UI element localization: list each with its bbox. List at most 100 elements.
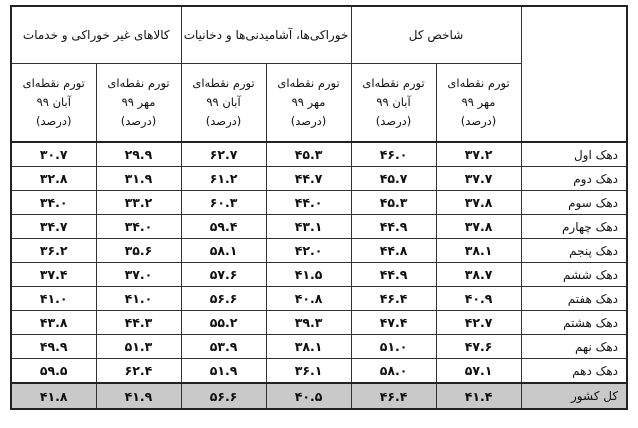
food-mehr-cell: ۳۸.۱ xyxy=(265,334,352,359)
table-row: دهک چهارم ۳۷.۸ ۴۴.۹ ۴۳.۱ ۵۹.۴ ۳۴.۰ ۳۴.۷ xyxy=(10,214,628,239)
nonfood-mehr-cell: ۳۴.۰ xyxy=(95,214,182,239)
nonfood-mehr-cell: ۶۲.۴ xyxy=(95,358,182,384)
decile-label: دهک هشتم xyxy=(520,310,628,335)
nonfood-mehr-cell: ۵۱.۳ xyxy=(95,334,182,359)
table-row: دهک سوم ۳۷.۸ ۴۵.۳ ۴۴.۰ ۶۰.۳ ۳۳.۲ ۳۴.۰ xyxy=(10,190,628,215)
total-mehr-cell: ۴۰.۹ xyxy=(435,286,522,311)
food-mehr-cell: ۴۲.۰ xyxy=(265,238,352,263)
food-mehr-cell: ۳۶.۱ xyxy=(265,358,352,384)
nonfood-mehr-cell: ۳۷.۰ xyxy=(95,262,182,287)
food-aban-cell: ۵۶.۶ xyxy=(180,286,267,311)
total-aban-cell: ۴۵.۷ xyxy=(350,166,437,191)
food-mehr-cell: ۳۹.۳ xyxy=(265,310,352,335)
food-mehr-cell: ۴۴.۷ xyxy=(265,166,352,191)
inflation-table-container: شاخص کل خوراکی‌ها، آشامیدنی‌ها و دخانیات… xyxy=(10,5,629,410)
nonfood-aban-cell: ۳۷.۴ xyxy=(10,262,97,287)
food-aban-cell: ۶۲.۷ xyxy=(180,141,267,167)
header-food: خوراکی‌ها، آشامیدنی‌ها و دخانیات xyxy=(180,5,352,64)
nonfood-mehr-cell: ۴۴.۳ xyxy=(95,310,182,335)
subheader-nonfood-mehr: تورم نقطه‌ای مهر ۹۹ (درصد) xyxy=(95,63,182,143)
subheader-line: (درصد) xyxy=(375,114,412,128)
nonfood-aban-cell: ۳۴.۷ xyxy=(10,214,97,239)
decile-label: دهک دهم xyxy=(520,358,628,384)
total-aban-cell: ۴۶.۰ xyxy=(350,141,437,167)
total-mehr-cell: ۳۸.۷ xyxy=(435,262,522,287)
subheader-line: تورم نقطه‌ای xyxy=(107,76,170,90)
inflation-table: شاخص کل خوراکی‌ها، آشامیدنی‌ها و دخانیات… xyxy=(10,5,629,410)
food-aban-cell: ۵۳.۹ xyxy=(180,334,267,359)
nonfood-mehr-cell: ۴۱.۰ xyxy=(95,286,182,311)
total-aban-cell: ۵۸.۰ xyxy=(350,358,437,384)
food-mehr-cell: ۴۰.۵ xyxy=(265,382,352,410)
subheader-line: (درصد) xyxy=(36,114,72,128)
food-aban-cell: ۵۶.۶ xyxy=(180,382,267,410)
nonfood-aban-cell: ۳۲.۸ xyxy=(10,166,97,191)
total-mehr-cell: ۳۸.۱ xyxy=(435,238,522,263)
nonfood-mehr-cell: ۳۳.۲ xyxy=(95,190,182,215)
total-mehr-cell: ۵۷.۱ xyxy=(435,358,522,384)
nonfood-aban-cell: ۳۴.۰ xyxy=(10,190,97,215)
total-aban-cell: ۴۵.۳ xyxy=(350,190,437,215)
subheader-line: (درصد) xyxy=(120,114,157,128)
subheader-line: آبان ۹۹ xyxy=(36,95,71,109)
table-row: دهک نهم ۴۷.۶ ۵۱.۰ ۳۸.۱ ۵۳.۹ ۵۱.۳ ۴۹.۹ xyxy=(10,334,628,359)
total-aban-cell: ۴۶.۴ xyxy=(350,382,437,410)
subheader-line: (درصد) xyxy=(290,114,327,128)
food-aban-cell: ۵۱.۹ xyxy=(180,358,267,384)
table-row: دهک هفتم ۴۰.۹ ۴۶.۴ ۴۰.۸ ۵۶.۶ ۴۱.۰ ۴۱.۰ xyxy=(10,286,628,311)
nonfood-aban-cell: ۴۱.۸ xyxy=(10,382,97,410)
nonfood-aban-cell: ۳۰.۷ xyxy=(10,141,97,167)
subheader-line: آبان ۹۹ xyxy=(376,95,411,109)
subheader-line: مهر ۹۹ xyxy=(121,95,156,109)
total-aban-cell: ۴۷.۴ xyxy=(350,310,437,335)
nonfood-mehr-cell: ۳۵.۶ xyxy=(95,238,182,263)
food-mehr-cell: ۴۰.۸ xyxy=(265,286,352,311)
nonfood-mehr-cell: ۲۹.۹ xyxy=(95,141,182,167)
total-mehr-cell: ۴۲.۷ xyxy=(435,310,522,335)
decile-label: دهک پنجم xyxy=(520,238,628,263)
table-row: دهک ششم ۳۸.۷ ۴۴.۹ ۴۱.۵ ۵۷.۶ ۳۷.۰ ۳۷.۴ xyxy=(10,262,628,287)
food-aban-cell: ۵۵.۲ xyxy=(180,310,267,335)
total-row: کل کشور ۴۱.۴ ۴۶.۴ ۴۰.۵ ۵۶.۶ ۴۱.۹ ۴۱.۸ xyxy=(10,382,628,410)
subheader-line: آبان ۹۹ xyxy=(206,95,241,109)
subheader-line: تورم نقطه‌ای xyxy=(192,76,255,90)
nonfood-mehr-cell: ۴۱.۹ xyxy=(95,382,182,410)
subheader-food-mehr: تورم نقطه‌ای مهر ۹۹ (درصد) xyxy=(265,63,352,143)
subheader-line: (درصد) xyxy=(460,114,497,128)
corner-cell xyxy=(520,5,628,143)
food-aban-cell: ۵۷.۶ xyxy=(180,262,267,287)
food-mehr-cell: ۴۳.۱ xyxy=(265,214,352,239)
total-aban-cell: ۴۶.۴ xyxy=(350,286,437,311)
nonfood-aban-cell: ۵۹.۵ xyxy=(10,358,97,384)
total-aban-cell: ۴۴.۹ xyxy=(350,262,437,287)
total-mehr-cell: ۳۷.۲ xyxy=(435,141,522,167)
subheader-nonfood-aban: تورم نقطه‌ای آبان ۹۹ (درصد) xyxy=(10,63,97,143)
total-mehr-cell: ۳۷.۷ xyxy=(435,166,522,191)
subheader-line: مهر ۹۹ xyxy=(291,95,326,109)
decile-label: دهک سوم xyxy=(520,190,628,215)
subheader-total-mehr: تورم نقطه‌ای مهر ۹۹ (درصد) xyxy=(435,63,522,143)
decile-label: دهک اول xyxy=(520,141,628,167)
food-mehr-cell: ۴۱.۵ xyxy=(265,262,352,287)
group-header-row: شاخص کل خوراکی‌ها، آشامیدنی‌ها و دخانیات… xyxy=(10,5,628,143)
food-aban-cell: ۵۹.۴ xyxy=(180,214,267,239)
table-row: دهک پنجم ۳۸.۱ ۴۴.۸ ۴۲.۰ ۵۸.۱ ۳۵.۶ ۳۶.۲ xyxy=(10,238,628,263)
table-row: دهک دهم ۵۷.۱ ۵۸.۰ ۳۶.۱ ۵۱.۹ ۶۲.۴ ۵۹.۵ xyxy=(10,358,628,384)
subheader-line: تورم نقطه‌ای xyxy=(277,76,340,90)
subheader-line: تورم نقطه‌ای xyxy=(447,76,510,90)
decile-label: دهک دوم xyxy=(520,166,628,191)
decile-label: دهک هفتم xyxy=(520,286,628,311)
nonfood-aban-cell: ۴۱.۰ xyxy=(10,286,97,311)
table-row: دهک دوم ۳۷.۷ ۴۵.۷ ۴۴.۷ ۶۱.۲ ۳۱.۹ ۳۲.۸ xyxy=(10,166,628,191)
food-aban-cell: ۵۸.۱ xyxy=(180,238,267,263)
subheader-line: مهر ۹۹ xyxy=(461,95,496,109)
decile-label: دهک ششم xyxy=(520,262,628,287)
nonfood-mehr-cell: ۳۱.۹ xyxy=(95,166,182,191)
table-row: دهک هشتم ۴۲.۷ ۴۷.۴ ۳۹.۳ ۵۵.۲ ۴۴.۳ ۴۳.۸ xyxy=(10,310,628,335)
total-mehr-cell: ۳۷.۸ xyxy=(435,214,522,239)
decile-label: دهک نهم xyxy=(520,334,628,359)
nonfood-aban-cell: ۴۹.۹ xyxy=(10,334,97,359)
total-aban-cell: ۴۴.۹ xyxy=(350,214,437,239)
table-row: دهک اول ۳۷.۲ ۴۶.۰ ۴۵.۳ ۶۲.۷ ۲۹.۹ ۳۰.۷ xyxy=(10,141,628,167)
country-total-label: کل کشور xyxy=(520,382,628,410)
